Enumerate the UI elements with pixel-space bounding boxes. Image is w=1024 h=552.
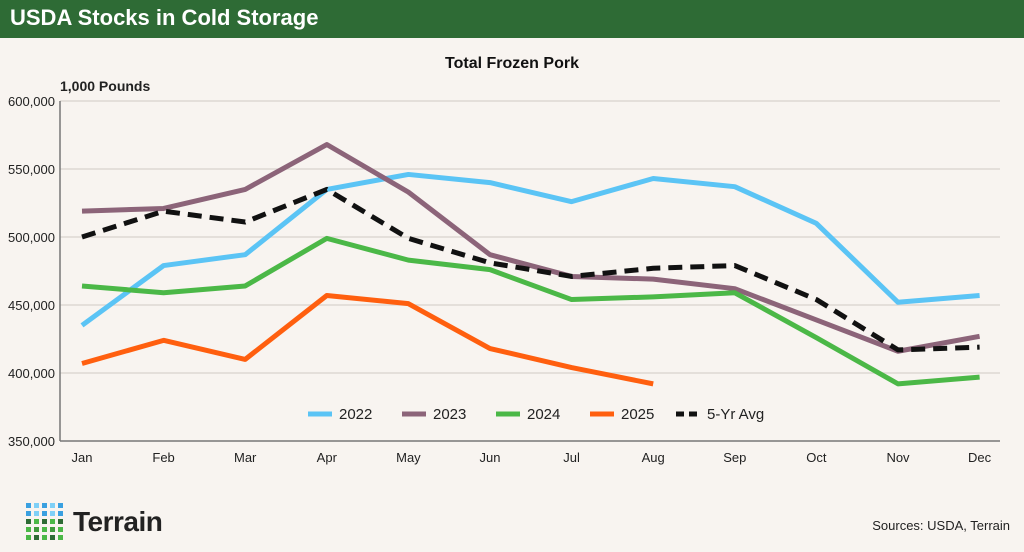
legend-label: 2022: [339, 406, 372, 423]
x-tick-label: May: [396, 450, 421, 465]
x-tick-label: Jul: [563, 450, 580, 465]
logo-dots-icon: [26, 503, 63, 540]
header-title: USDA Stocks in Cold Storage: [10, 5, 319, 30]
y-tick-label: 550,000: [8, 162, 55, 177]
series-line-2025: [81, 292, 654, 387]
y-axis-label: 1,000 Pounds: [60, 78, 150, 94]
series-line-2024: [81, 235, 980, 387]
x-tick-label: Jan: [72, 450, 93, 465]
x-tick-label: Apr: [317, 450, 338, 465]
x-tick-label: Aug: [642, 450, 665, 465]
chart-title: Total Frozen Pork: [445, 55, 579, 72]
y-tick-label: 450,000: [8, 298, 55, 313]
x-tick-label: Nov: [886, 450, 910, 465]
x-tick-label: Mar: [234, 450, 257, 465]
y-tick-label: 600,000: [8, 94, 55, 109]
sources-note: Sources: USDA, Terrain: [872, 518, 1010, 533]
series-line-2023: [81, 142, 981, 354]
legend-label: 2024: [527, 406, 560, 423]
series-line-5-yr-avg: [81, 186, 980, 353]
logo-text: Terrain: [73, 505, 163, 537]
legend-label: 2025: [621, 406, 654, 423]
series-line-2022: [80, 171, 980, 328]
y-tick-label: 500,000: [8, 230, 55, 245]
header-bar: USDA Stocks in Cold Storage: [0, 0, 1024, 38]
legend-label: 5-Yr Avg: [707, 406, 764, 423]
x-tick-label: Feb: [152, 450, 174, 465]
terrain-logo: Terrain: [26, 503, 163, 540]
x-tick-label: Oct: [806, 450, 827, 465]
x-tick-label: Dec: [968, 450, 992, 465]
x-tick-label: Jun: [480, 450, 501, 465]
legend-label: 2023: [433, 406, 466, 423]
y-tick-label: 400,000: [8, 366, 55, 381]
x-tick-label: Sep: [723, 450, 746, 465]
y-tick-label: 350,000: [8, 434, 55, 449]
